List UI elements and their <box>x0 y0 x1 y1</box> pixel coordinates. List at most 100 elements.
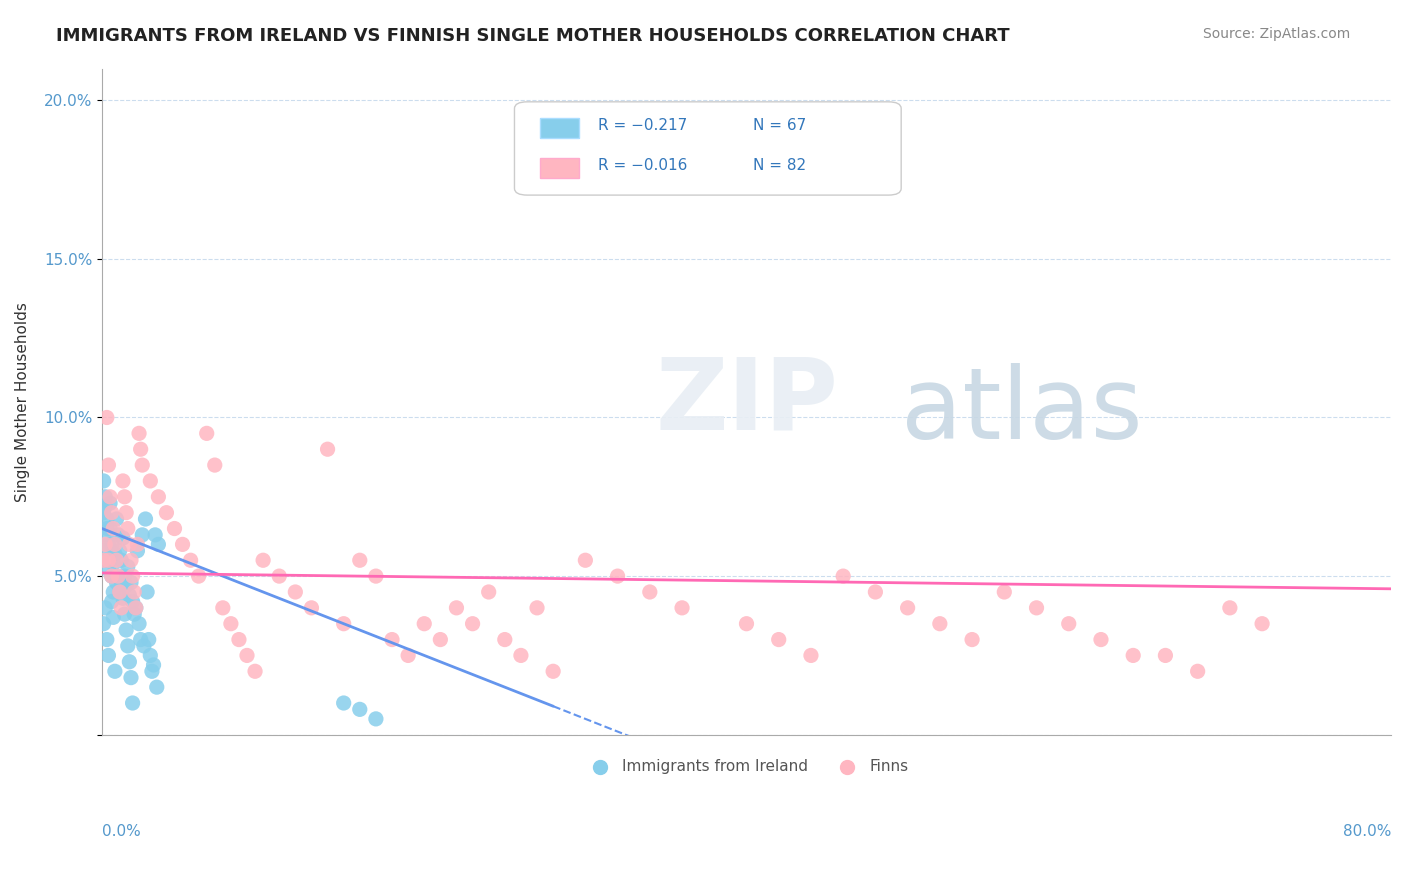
Point <box>349 702 371 716</box>
Point <box>93 616 115 631</box>
Point <box>121 696 143 710</box>
Point <box>96 632 118 647</box>
Point <box>284 585 307 599</box>
Point <box>125 600 148 615</box>
Point <box>606 569 628 583</box>
Text: N = 67: N = 67 <box>754 118 806 133</box>
Point <box>93 474 115 488</box>
Point <box>129 632 152 647</box>
Point <box>94 543 117 558</box>
Point <box>269 569 291 583</box>
Text: 80.0%: 80.0% <box>1343 823 1391 838</box>
Point <box>142 657 165 672</box>
Text: R = −0.016: R = −0.016 <box>599 158 688 173</box>
Point <box>478 585 501 599</box>
Point <box>413 616 436 631</box>
Point <box>111 531 134 545</box>
Point <box>108 543 131 558</box>
Text: ZIP: ZIP <box>655 353 838 450</box>
Point <box>96 522 118 536</box>
Point <box>100 506 122 520</box>
Point <box>1187 665 1209 679</box>
Point <box>526 600 548 615</box>
Point <box>111 591 134 606</box>
Point <box>121 594 143 608</box>
Point <box>111 474 134 488</box>
Point <box>316 442 339 457</box>
Point <box>110 553 132 567</box>
Point <box>122 607 145 622</box>
Point <box>187 569 209 583</box>
Point <box>108 585 131 599</box>
Point <box>98 522 121 536</box>
Text: 0.0%: 0.0% <box>103 823 141 838</box>
Point <box>93 506 115 520</box>
Point <box>104 537 127 551</box>
Point <box>332 616 354 631</box>
Point <box>1025 600 1047 615</box>
Point <box>103 585 125 599</box>
Point <box>97 563 120 577</box>
Point <box>93 553 115 567</box>
Point <box>1090 632 1112 647</box>
Point <box>131 458 153 472</box>
Legend: Immigrants from Ireland, Finns: Immigrants from Ireland, Finns <box>578 753 915 780</box>
Text: Source: ZipAtlas.com: Source: ZipAtlas.com <box>1202 27 1350 41</box>
Point <box>107 569 129 583</box>
Point <box>103 610 125 624</box>
Point <box>118 588 141 602</box>
Point <box>105 512 128 526</box>
Text: N = 82: N = 82 <box>754 158 806 173</box>
Point <box>98 496 121 510</box>
Point <box>96 512 118 526</box>
Point <box>132 639 155 653</box>
Point <box>107 569 129 583</box>
Point <box>131 528 153 542</box>
Point <box>94 500 117 514</box>
Point <box>120 575 142 590</box>
Point <box>180 553 202 567</box>
Point <box>141 665 163 679</box>
Bar <box>540 119 579 138</box>
Bar <box>540 159 579 178</box>
Point <box>110 575 132 590</box>
Point <box>703 125 725 139</box>
Point <box>800 648 823 663</box>
Point <box>103 557 125 571</box>
Point <box>114 607 136 622</box>
Point <box>120 671 142 685</box>
Point <box>105 575 128 590</box>
Point <box>122 585 145 599</box>
Point <box>93 528 115 542</box>
Point <box>100 569 122 583</box>
Point <box>94 537 117 551</box>
Point <box>136 585 159 599</box>
Point <box>155 506 177 520</box>
Point <box>114 569 136 583</box>
Point <box>114 490 136 504</box>
Point <box>219 616 242 631</box>
Point <box>121 569 143 583</box>
Point <box>332 696 354 710</box>
Point <box>768 632 790 647</box>
Point <box>118 655 141 669</box>
Point <box>1219 600 1241 615</box>
Point <box>541 665 564 679</box>
Point <box>509 648 531 663</box>
Point <box>98 553 121 567</box>
Point <box>94 490 117 504</box>
Point <box>396 648 419 663</box>
Point <box>100 537 122 551</box>
Point <box>108 585 131 599</box>
Point <box>638 585 661 599</box>
Point <box>494 632 516 647</box>
Point <box>364 712 387 726</box>
Point <box>446 600 468 615</box>
Point <box>96 410 118 425</box>
Point <box>349 553 371 567</box>
Point <box>461 616 484 631</box>
Point <box>735 616 758 631</box>
Point <box>115 623 138 637</box>
Text: IMMIGRANTS FROM IRELAND VS FINNISH SINGLE MOTHER HOUSEHOLDS CORRELATION CHART: IMMIGRANTS FROM IRELAND VS FINNISH SINGL… <box>56 27 1010 45</box>
Point <box>204 458 226 472</box>
